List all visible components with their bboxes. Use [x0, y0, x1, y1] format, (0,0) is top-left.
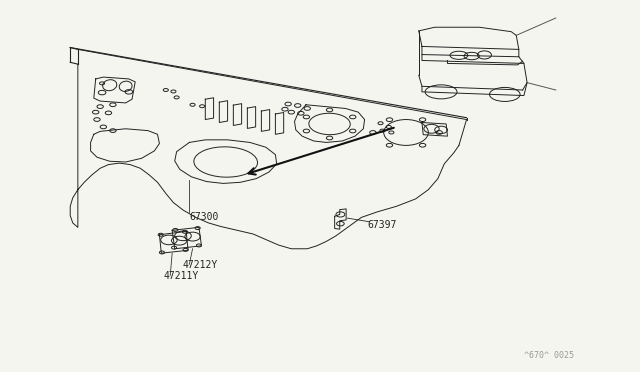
- Text: 67300: 67300: [189, 212, 219, 222]
- Text: 67397: 67397: [368, 220, 397, 230]
- Text: ^670^ 0025: ^670^ 0025: [524, 350, 574, 359]
- Text: 47211Y: 47211Y: [164, 272, 199, 282]
- Text: 47212Y: 47212Y: [183, 260, 218, 270]
